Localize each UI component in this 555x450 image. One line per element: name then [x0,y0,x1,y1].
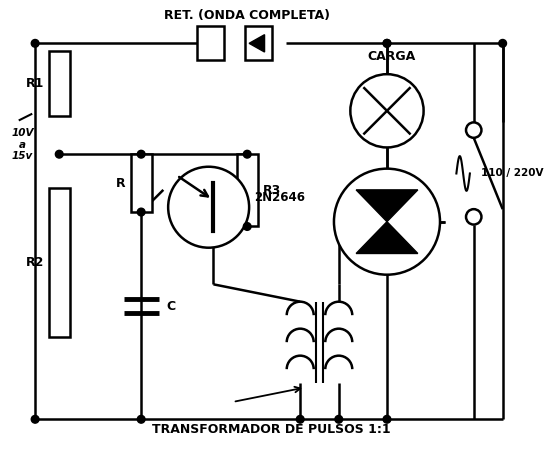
Circle shape [383,40,391,47]
Circle shape [466,209,481,225]
Bar [197,27,224,60]
Text: TRANSFORMADOR DE PULSOS 1:1: TRANSFORMADOR DE PULSOS 1:1 [152,423,391,436]
Bar [245,27,273,60]
Polygon shape [356,222,418,253]
Text: RET. (ONDA COMPLETA): RET. (ONDA COMPLETA) [164,9,330,22]
Circle shape [56,150,63,158]
Circle shape [137,415,145,423]
Bar [49,51,70,116]
Text: R: R [116,176,126,189]
Text: C: C [166,300,175,312]
Circle shape [383,40,391,47]
Text: 110 / 220V: 110 / 220V [481,168,544,179]
Circle shape [243,150,251,158]
Circle shape [243,223,251,230]
Circle shape [499,40,507,47]
Text: R2: R2 [26,256,44,269]
Circle shape [383,415,391,423]
Bar [49,188,70,338]
Text: CARGA: CARGA [367,50,416,63]
Polygon shape [249,35,265,52]
Text: 2N2646: 2N2646 [254,191,305,204]
Circle shape [296,415,304,423]
Circle shape [137,208,145,216]
Bar [236,154,258,226]
Circle shape [350,74,423,148]
Text: R1: R1 [26,77,44,90]
Circle shape [137,150,145,158]
Circle shape [168,167,249,248]
Circle shape [334,169,440,274]
Text: R3: R3 [263,184,281,197]
Circle shape [466,122,481,138]
Circle shape [31,40,39,47]
Polygon shape [356,190,418,222]
Circle shape [335,415,342,423]
Circle shape [31,415,39,423]
Text: 10V
a
15v: 10V a 15v [11,128,34,161]
Bar [130,154,152,212]
